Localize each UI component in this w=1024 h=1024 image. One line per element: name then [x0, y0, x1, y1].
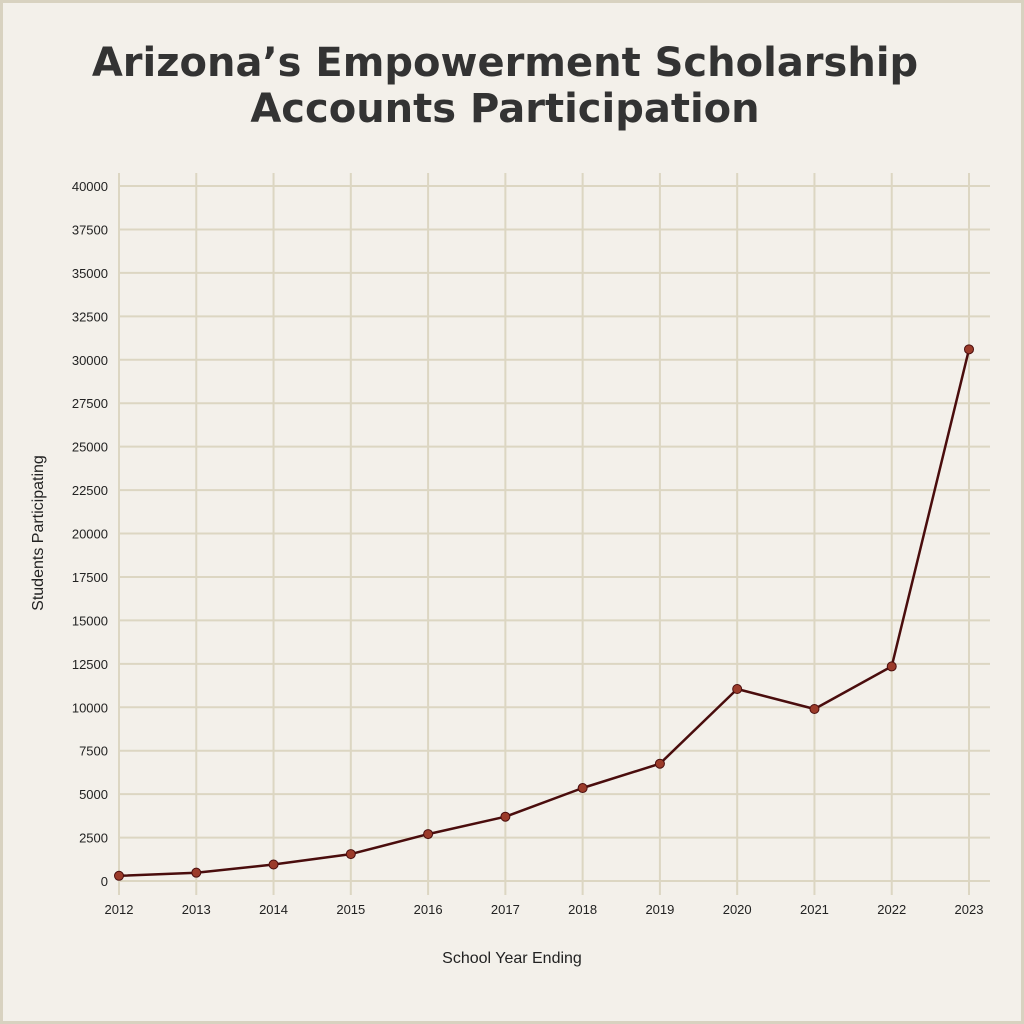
chart-title: Arizona’s Empowerment Scholarship Accoun…	[0, 40, 1010, 132]
y-axis-ticks: 0 2500 5000 7500 10000 12500 15000 17500 20000 22…	[72, 179, 108, 889]
data-point	[886, 661, 897, 672]
data-point	[423, 829, 434, 840]
y-tick-label: 2500	[79, 831, 108, 846]
x-tick-label: 2021	[800, 902, 829, 917]
y-tick-label: 5000	[79, 787, 108, 802]
y-tick-label: 0	[101, 874, 108, 889]
x-tick-label: 2014	[259, 902, 288, 917]
x-tick-label: 2015	[336, 902, 365, 917]
x-axis-title: School Year Ending	[442, 950, 582, 967]
grid	[118, 173, 990, 895]
y-tick-label: 27500	[72, 396, 108, 411]
y-tick-label: 40000	[72, 179, 108, 194]
x-tick-label: 2016	[414, 902, 443, 917]
data-point	[964, 344, 974, 355]
x-tick-label: 2019	[645, 902, 674, 917]
data-point	[114, 870, 124, 881]
y-tick-label: 10000	[72, 700, 108, 715]
y-axis-title: Students Participating	[30, 455, 47, 611]
y-tick-label: 35000	[72, 266, 108, 281]
x-tick-label: 2012	[105, 902, 134, 917]
chart-title-line-2: Accounts Participation	[250, 86, 760, 132]
y-tick-label: 30000	[72, 353, 108, 368]
y-tick-label: 17500	[72, 570, 108, 585]
x-tick-label: 2013	[182, 902, 211, 917]
chart-background	[3, 3, 1021, 1021]
data-point	[268, 859, 279, 870]
data-point	[191, 867, 202, 878]
data-point	[345, 849, 356, 860]
x-tick-label: 2023	[955, 902, 984, 917]
y-tick-label: 32500	[72, 309, 108, 324]
data-point	[809, 703, 820, 714]
y-tick-label: 37500	[72, 222, 108, 237]
y-tick-label: 15000	[72, 613, 108, 628]
chart-title-line-1: Arizona’s Empowerment Scholarship	[91, 40, 919, 86]
x-tick-label: 2017	[491, 902, 520, 917]
data-point	[732, 684, 743, 695]
y-tick-label: 12500	[72, 657, 108, 672]
data-points	[114, 344, 974, 881]
series-line	[118, 349, 971, 878]
y-tick-label: 25000	[72, 440, 108, 455]
x-tick-label: 2020	[723, 902, 752, 917]
y-tick-label: 7500	[79, 744, 108, 759]
data-point	[654, 758, 665, 769]
x-tick-label: 2018	[568, 902, 597, 917]
x-tick-label: 2022	[877, 902, 906, 917]
data-point	[500, 811, 511, 822]
y-tick-label: 20000	[72, 527, 108, 542]
data-point	[577, 783, 588, 794]
x-axis-ticks: 2012 2013 2014 2015 2016 2017 2018 2019 2020 2021…	[105, 902, 984, 917]
y-tick-label: 22500	[72, 483, 108, 498]
